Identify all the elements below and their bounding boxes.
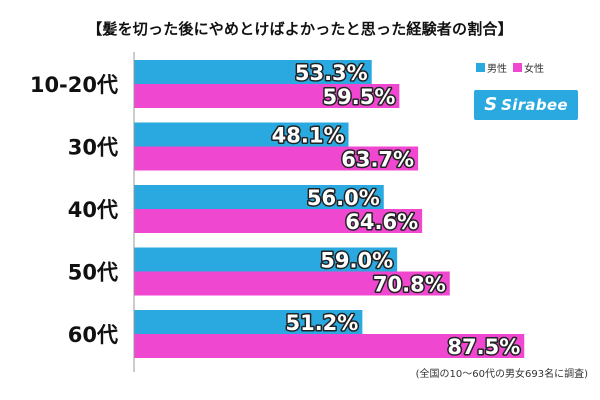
value-label-male: 59.0% <box>320 249 393 273</box>
sirabee-logo: S Sirabee <box>474 90 578 120</box>
category-label: 60代 <box>68 323 118 347</box>
bar-male <box>134 310 363 334</box>
value-label-female: 59.5% <box>323 85 396 109</box>
value-label-male: 56.0% <box>307 186 380 210</box>
legend: 男性 女性 <box>476 60 544 75</box>
bar-male <box>134 247 398 272</box>
value-label-female: 63.7% <box>341 148 414 172</box>
bar-female <box>134 146 419 171</box>
bar-male <box>134 122 349 147</box>
category-label: 50代 <box>68 261 118 285</box>
category-label: 40代 <box>68 198 118 222</box>
category-label: 30代 <box>68 136 118 160</box>
legend-label-male: 男性 <box>487 64 507 75</box>
legend-item-female: 女性 <box>513 60 544 75</box>
bar-female <box>134 209 423 233</box>
legend-swatch-male <box>476 63 485 72</box>
bar-female <box>134 84 400 108</box>
value-label-female: 70.8% <box>373 273 446 297</box>
legend-label-female: 女性 <box>524 64 544 75</box>
value-label-male: 48.1% <box>272 124 345 148</box>
chart-title: 【髪を切った後にやめとけばよかったと思った経験者の割合】 <box>87 20 513 38</box>
bar-male <box>134 185 384 209</box>
logo-mark: S <box>484 94 498 115</box>
value-label-female: 87.5% <box>447 335 520 359</box>
value-label-female: 64.6% <box>345 210 418 234</box>
bar-female <box>134 271 450 296</box>
bar-male <box>134 60 372 84</box>
legend-item-male: 男性 <box>476 60 507 75</box>
footnote: (全国の10〜60代の男女693名に調査) <box>415 369 588 380</box>
logo-text: Sirabee <box>501 96 568 114</box>
bar-female <box>134 334 525 358</box>
legend-swatch-female <box>513 63 522 72</box>
category-label: 10-20代 <box>30 73 118 97</box>
value-label-male: 53.3% <box>295 61 368 85</box>
value-label-male: 51.2% <box>285 311 358 335</box>
